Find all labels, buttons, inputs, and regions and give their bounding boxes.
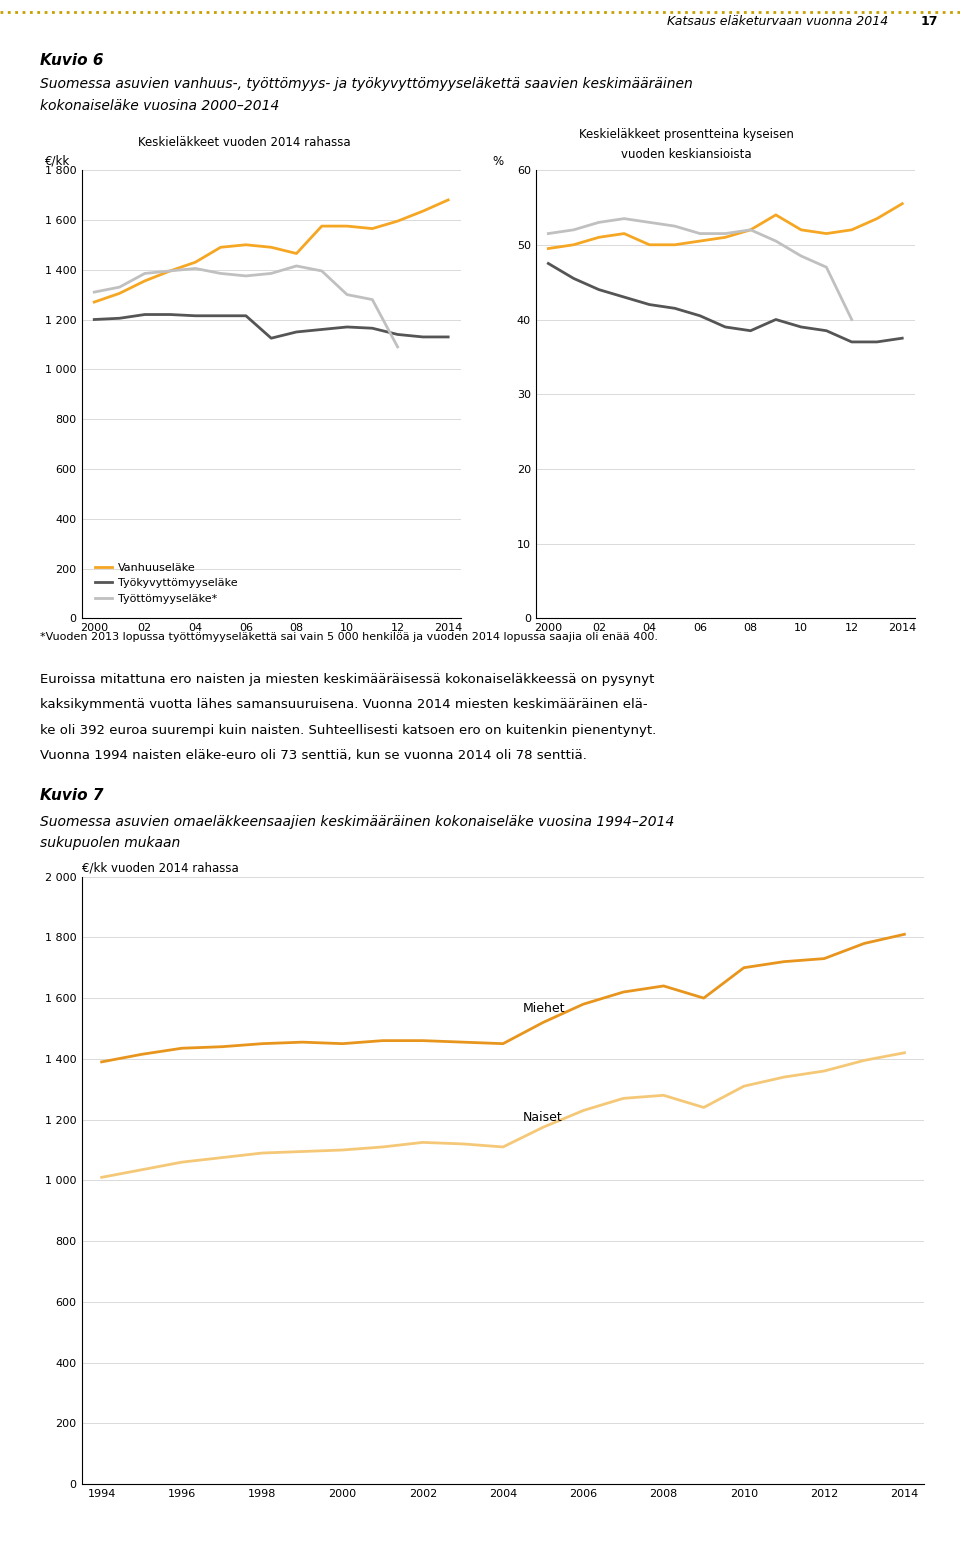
- Text: ke oli 392 euroa suurempi kuin naisten. Suhteellisesti katsoen ero on kuitenkin : ke oli 392 euroa suurempi kuin naisten. …: [40, 724, 657, 736]
- Text: Kuvio 7: Kuvio 7: [40, 788, 104, 804]
- Text: %: %: [492, 155, 504, 167]
- Text: Katsaus eläketurvaan vuonna 2014: Katsaus eläketurvaan vuonna 2014: [667, 14, 888, 28]
- Text: 17: 17: [921, 14, 938, 28]
- Text: Vuonna 1994 naisten eläke-euro oli 73 senttiä, kun se vuonna 2014 oli 78 senttiä: Vuonna 1994 naisten eläke-euro oli 73 se…: [40, 748, 588, 762]
- Text: vuoden keskiansioista: vuoden keskiansioista: [621, 148, 752, 161]
- Text: Kuvio 6: Kuvio 6: [40, 53, 104, 68]
- Text: Suomessa asuvien omaeläkkeensaajien keskimääräinen kokonaiseläke vuosina 1994–20: Suomessa asuvien omaeläkkeensaajien kesk…: [40, 815, 675, 829]
- Text: €/kk vuoden 2014 rahassa: €/kk vuoden 2014 rahassa: [82, 861, 238, 873]
- Text: kokonaiseläke vuosina 2000–2014: kokonaiseläke vuosina 2000–2014: [40, 99, 279, 113]
- Text: *Vuoden 2013 lopussa työttömyyseläkettä sai vain 5 000 henkilöä ja vuoden 2014 l: *Vuoden 2013 lopussa työttömyyseläkettä …: [40, 632, 659, 642]
- Text: Miehet: Miehet: [523, 1002, 565, 1014]
- Text: Euroissa mitattuna ero naisten ja miesten keskimääräisessä kokonaiseläkkeessä on: Euroissa mitattuna ero naisten ja mieste…: [40, 673, 655, 685]
- Text: Naiset: Naiset: [523, 1112, 563, 1124]
- Text: Keskieläkkeet prosentteina kyseisen: Keskieläkkeet prosentteina kyseisen: [579, 128, 794, 141]
- Text: kaksikymmentä vuotta lähes samansuuruisena. Vuonna 2014 miesten keskimääräinen e: kaksikymmentä vuotta lähes samansuuruise…: [40, 699, 648, 711]
- Text: Keskieläkkeet vuoden 2014 rahassa: Keskieläkkeet vuoden 2014 rahassa: [138, 136, 351, 148]
- Legend: Vanhuuseläke, Työkyvyttömyyseläke, Työttömyyseläke*: Vanhuuseläke, Työkyvyttömyyseläke, Tyött…: [91, 558, 242, 609]
- Text: Suomessa asuvien vanhuus-, työttömyys- ja työkyvyttömyyseläkettä saavien keskimä: Suomessa asuvien vanhuus-, työttömyys- j…: [40, 77, 693, 91]
- Text: €/kk: €/kk: [45, 155, 70, 167]
- Text: sukupuolen mukaan: sukupuolen mukaan: [40, 836, 180, 850]
